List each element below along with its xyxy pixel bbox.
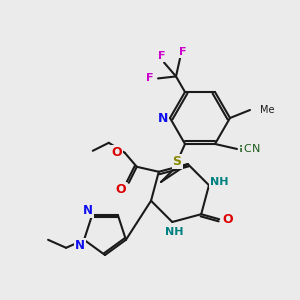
Text: N: N — [75, 239, 85, 252]
Text: O: O — [222, 213, 232, 226]
Text: F: F — [146, 74, 154, 83]
Text: F: F — [158, 51, 166, 62]
Text: N: N — [158, 112, 168, 124]
Text: C: C — [243, 144, 251, 154]
Text: N: N — [83, 204, 93, 217]
Text: S: S — [172, 155, 182, 169]
Text: NH: NH — [210, 177, 228, 187]
Text: N: N — [252, 144, 260, 154]
Text: F: F — [179, 47, 187, 57]
Text: NH: NH — [165, 227, 184, 237]
Text: O: O — [116, 183, 126, 196]
Text: O: O — [112, 146, 122, 159]
Text: Me: Me — [260, 105, 275, 115]
